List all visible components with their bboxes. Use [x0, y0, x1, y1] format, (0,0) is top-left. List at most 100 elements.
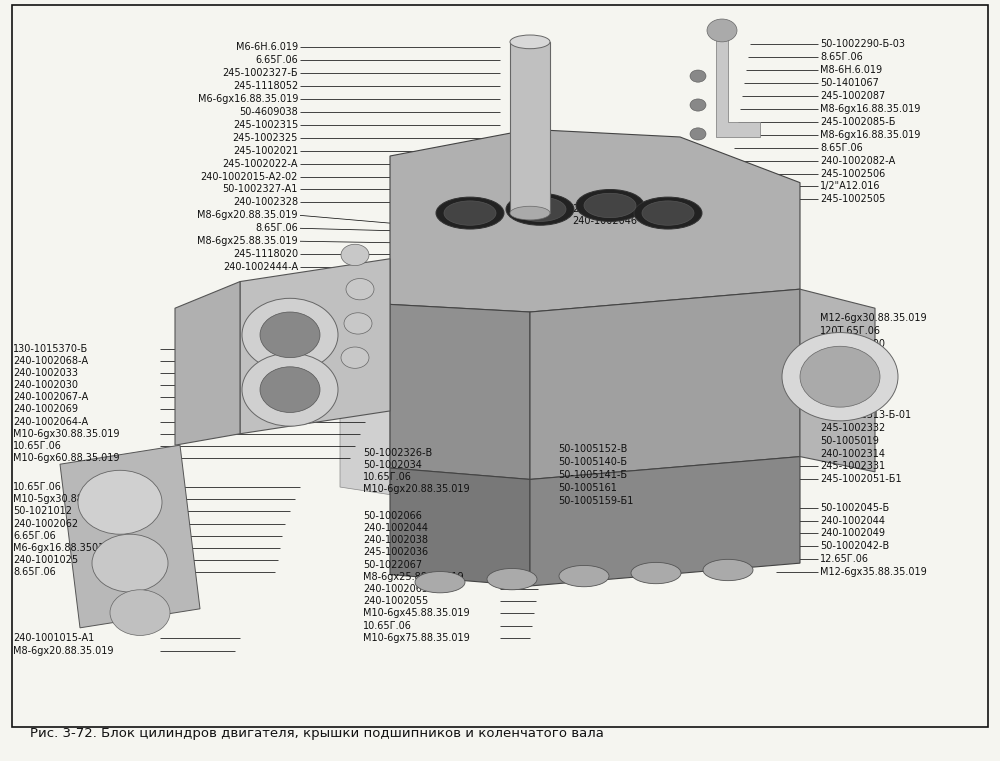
Circle shape	[341, 347, 369, 368]
Polygon shape	[390, 468, 530, 586]
Text: 245-1002022-А: 245-1002022-А	[222, 158, 298, 169]
Circle shape	[242, 298, 338, 371]
Text: 50-1021012: 50-1021012	[13, 506, 72, 517]
Text: 245-1002021: 245-1002021	[233, 145, 298, 156]
Text: М12-6gx30.88.35.019: М12-6gx30.88.35.019	[820, 313, 927, 323]
Polygon shape	[175, 282, 240, 445]
Text: М8-6gx25.88.35.019: М8-6gx25.88.35.019	[197, 236, 298, 247]
Text: М6-6Н.6.019: М6-6Н.6.019	[236, 42, 298, 53]
Text: 50-1401067: 50-1401067	[820, 78, 879, 88]
Text: 50-1002042-В: 50-1002042-В	[820, 541, 889, 552]
Text: 1/2"А12.016: 1/2"А12.016	[820, 181, 881, 192]
Circle shape	[346, 279, 374, 300]
Text: 6.65Г.06: 6.65Г.06	[255, 55, 298, 65]
Text: 240-1002038: 240-1002038	[363, 535, 428, 546]
Text: М12-6gx35.88.35.019: М12-6gx35.88.35.019	[820, 567, 927, 578]
Text: 245-1002332: 245-1002332	[820, 422, 885, 433]
Text: 10.65Г.06: 10.65Г.06	[13, 441, 62, 451]
Text: 240-1002082-А: 240-1002082-А	[820, 155, 895, 166]
Circle shape	[344, 313, 372, 334]
Text: 240-1002300: 240-1002300	[820, 339, 885, 349]
Ellipse shape	[631, 562, 681, 584]
Circle shape	[242, 353, 338, 426]
Polygon shape	[240, 259, 390, 434]
Text: 8.65Г.06: 8.65Г.06	[255, 223, 298, 234]
Ellipse shape	[487, 568, 537, 590]
Circle shape	[690, 128, 706, 140]
Text: 50-1005019: 50-1005019	[820, 435, 879, 446]
Text: 245-1002085-Б: 245-1002085-Б	[820, 116, 896, 127]
Polygon shape	[60, 445, 200, 628]
Text: М10-6gx30.88.35.019: М10-6gx30.88.35.019	[13, 428, 120, 439]
Polygon shape	[716, 34, 760, 137]
Text: М10-6gx75.88.35.019: М10-6gx75.88.35.019	[363, 632, 470, 643]
Text: 245-1002505: 245-1002505	[820, 194, 885, 205]
Ellipse shape	[444, 201, 496, 225]
Text: М6-6gx16.88.35.019: М6-6gx16.88.35.019	[198, 94, 298, 104]
Text: 10.65Г.06: 10.65Г.06	[363, 472, 412, 482]
Text: М8-6gx25.88.35.019: М8-6gx25.88.35.019	[363, 572, 464, 582]
Text: 240-1002314: 240-1002314	[820, 448, 885, 459]
Circle shape	[260, 367, 320, 412]
Text: 10.65Г.06: 10.65Г.06	[13, 482, 62, 492]
Text: 50-1005152-В: 50-1005152-В	[558, 444, 627, 454]
Text: М10-5gx30.88.35.019: М10-5gx30.88.35.019	[13, 494, 120, 505]
Text: 50-1022067: 50-1022067	[363, 559, 422, 570]
Text: 240-1002065-А: 240-1002065-А	[363, 584, 438, 594]
Text: 240-1002067-А: 240-1002067-А	[13, 392, 88, 403]
Ellipse shape	[559, 565, 609, 587]
Text: М10-6gx45.88.35.019: М10-6gx45.88.35.019	[363, 608, 470, 619]
Text: М8-6gx16.88.35.019: М8-6gx16.88.35.019	[820, 129, 920, 140]
Text: 240-1002305: 240-1002305	[820, 352, 885, 362]
Text: М8-6gx16.88.35.019: М8-6gx16.88.35.019	[820, 103, 920, 114]
Text: 245-1118052: 245-1118052	[233, 81, 298, 91]
Text: 240-1002044: 240-1002044	[820, 515, 885, 526]
Text: М8-6gx20.88.35.019: М8-6gx20.88.35.019	[198, 210, 298, 221]
Text: 240-1002044: 240-1002044	[363, 523, 428, 533]
Text: М8-6Н.6.019: М8-6Н.6.019	[820, 65, 882, 75]
Text: 10.65Г.06: 10.65Г.06	[363, 620, 412, 631]
Circle shape	[341, 244, 369, 266]
Polygon shape	[800, 289, 875, 472]
Ellipse shape	[415, 572, 465, 593]
Text: 240-1002049: 240-1002049	[820, 528, 885, 539]
Text: 245-1002313-Б-01: 245-1002313-Б-01	[820, 409, 911, 420]
Text: 130-1015370-Б: 130-1015370-Б	[13, 343, 88, 354]
Text: 50-1002326-В: 50-1002326-В	[363, 447, 432, 458]
Text: 240-1001015-А1: 240-1001015-А1	[13, 632, 94, 643]
Text: 240-1002030: 240-1002030	[13, 380, 78, 390]
Ellipse shape	[634, 197, 702, 229]
Text: 245-1002087: 245-1002087	[820, 91, 885, 101]
Text: 50-1002034: 50-1002034	[363, 460, 422, 470]
Text: М6-6gx16.88.35019: М6-6gx16.88.35019	[13, 543, 110, 553]
FancyBboxPatch shape	[510, 42, 550, 213]
Text: 240-1002064-А: 240-1002064-А	[13, 416, 88, 427]
Text: М8-6gx20.88.35.019: М8-6gx20.88.35.019	[13, 645, 114, 656]
Ellipse shape	[510, 35, 550, 49]
Text: 50-1002316-А2: 50-1002316-А2	[820, 380, 895, 390]
Text: 245-1118020: 245-1118020	[233, 249, 298, 260]
Circle shape	[260, 312, 320, 358]
Text: 245-1002506: 245-1002506	[820, 168, 885, 179]
Text: 240-1002033: 240-1002033	[13, 368, 78, 378]
Circle shape	[690, 99, 706, 111]
Polygon shape	[530, 289, 800, 479]
Text: 240-1001025: 240-1001025	[13, 555, 78, 565]
Text: 240-1002444-А: 240-1002444-А	[223, 262, 298, 272]
Ellipse shape	[642, 201, 694, 225]
Ellipse shape	[436, 197, 504, 229]
Text: 240-1002069: 240-1002069	[13, 404, 78, 415]
Text: 240-1002015-А2-02: 240-1002015-А2-02	[201, 171, 298, 182]
Text: 12.65Г.06: 12.65Г.06	[820, 554, 869, 565]
Text: 245-1002325: 245-1002325	[233, 132, 298, 143]
Text: 240-1002055: 240-1002055	[363, 596, 428, 607]
Text: 6.65Г.06: 6.65Г.06	[13, 530, 56, 541]
Circle shape	[110, 590, 170, 635]
Polygon shape	[530, 457, 800, 586]
Circle shape	[690, 70, 706, 82]
Text: 50-1005141-Б: 50-1005141-Б	[558, 470, 627, 480]
Text: 245-1002315: 245-1002315	[233, 119, 298, 130]
Text: 8.65Г.06: 8.65Г.06	[13, 567, 56, 578]
Ellipse shape	[506, 193, 574, 225]
Ellipse shape	[510, 206, 550, 220]
